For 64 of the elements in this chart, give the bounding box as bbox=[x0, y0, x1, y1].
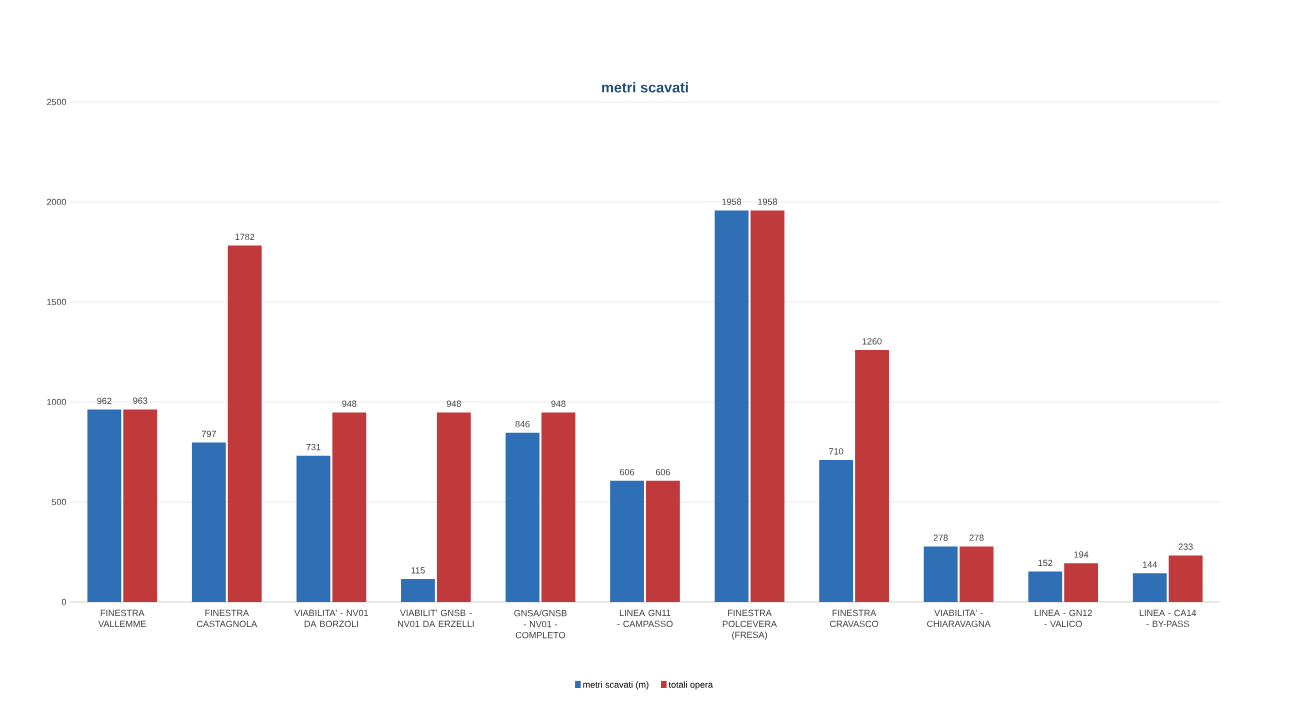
bar bbox=[1028, 571, 1063, 602]
bar bbox=[123, 409, 158, 602]
data-label: 1958 bbox=[758, 198, 778, 205]
bar bbox=[436, 412, 471, 602]
bar bbox=[505, 432, 540, 602]
x-tick-label: VIABILIT' GNSB - NV01 DA ERZELLI bbox=[398, 609, 474, 628]
x-tick-label: FINESTRA CRAVASCO bbox=[830, 609, 879, 628]
x-tick-label: FINESTRA VALLEMME bbox=[98, 609, 146, 627]
bar bbox=[923, 546, 958, 602]
x-tick-label: FINESTRA CASTAGNOLA bbox=[196, 609, 258, 628]
legend-label: totali opera bbox=[668, 681, 713, 690]
data-label: 1958 bbox=[722, 198, 742, 205]
bar bbox=[1132, 573, 1167, 602]
x-tick-label: VIABILITA' - CHIARAVAGNA bbox=[927, 609, 991, 627]
y-tick-label: 0 bbox=[61, 598, 67, 606]
y-tick-label: 1500 bbox=[47, 298, 67, 306]
bar bbox=[714, 210, 749, 602]
bar bbox=[541, 412, 576, 602]
data-label: 731 bbox=[306, 443, 321, 451]
data-label: 115 bbox=[411, 567, 425, 574]
data-label: 710 bbox=[829, 448, 844, 455]
data-label: 1782 bbox=[235, 233, 255, 241]
x-tick-label: LINEA GN11 - CAMPASSO bbox=[617, 609, 673, 628]
data-label: 948 bbox=[446, 400, 461, 407]
bar bbox=[296, 455, 331, 602]
bar bbox=[1168, 555, 1203, 602]
data-label: 948 bbox=[551, 400, 566, 407]
bar bbox=[227, 245, 262, 602]
bar bbox=[646, 480, 680, 602]
data-label: 606 bbox=[620, 468, 635, 476]
bar bbox=[191, 442, 226, 602]
data-label: 194 bbox=[1074, 551, 1089, 558]
bar bbox=[855, 350, 889, 602]
x-tick-label: GNSA/GNSB - NV01 - COMPLETO bbox=[514, 609, 567, 639]
data-label: 797 bbox=[201, 430, 216, 438]
data-label: 846 bbox=[515, 420, 530, 428]
data-label: 1260 bbox=[862, 338, 882, 345]
data-label: 948 bbox=[342, 400, 357, 407]
y-tick-label: 2500 bbox=[46, 98, 67, 106]
bar bbox=[959, 546, 994, 602]
data-label: 962 bbox=[97, 397, 112, 405]
data-label: 963 bbox=[133, 397, 148, 404]
bar bbox=[332, 412, 367, 602]
y-tick-label: 2000 bbox=[46, 198, 67, 206]
data-label: 278 bbox=[969, 534, 984, 541]
data-label: 233 bbox=[1178, 543, 1193, 550]
data-label: 152 bbox=[1038, 559, 1053, 567]
data-label: 606 bbox=[655, 468, 671, 476]
y-tick-label: 500 bbox=[51, 498, 67, 506]
bar bbox=[1064, 563, 1099, 602]
x-tick-label: LINEA - CA14 - BY-PASS bbox=[1139, 609, 1197, 628]
chart-title: metri scavati bbox=[602, 81, 688, 93]
bar bbox=[87, 409, 122, 602]
data-label: 278 bbox=[933, 534, 948, 541]
bar bbox=[401, 579, 435, 602]
bar bbox=[610, 480, 644, 602]
data-label: 144 bbox=[1143, 561, 1157, 568]
x-tick-label: LINEA - GN12 - VALICO bbox=[1034, 609, 1092, 628]
y-tick-label: 1000 bbox=[47, 398, 67, 406]
legend-label: metri scavati (m) bbox=[583, 681, 649, 690]
bar bbox=[819, 460, 854, 602]
bar bbox=[750, 210, 785, 602]
x-tick-label: FINESTRA POLCEVERA (FRESA) bbox=[722, 609, 777, 640]
x-tick-label: VIABILITA' - NV01 DA BORZOLI bbox=[294, 609, 369, 628]
